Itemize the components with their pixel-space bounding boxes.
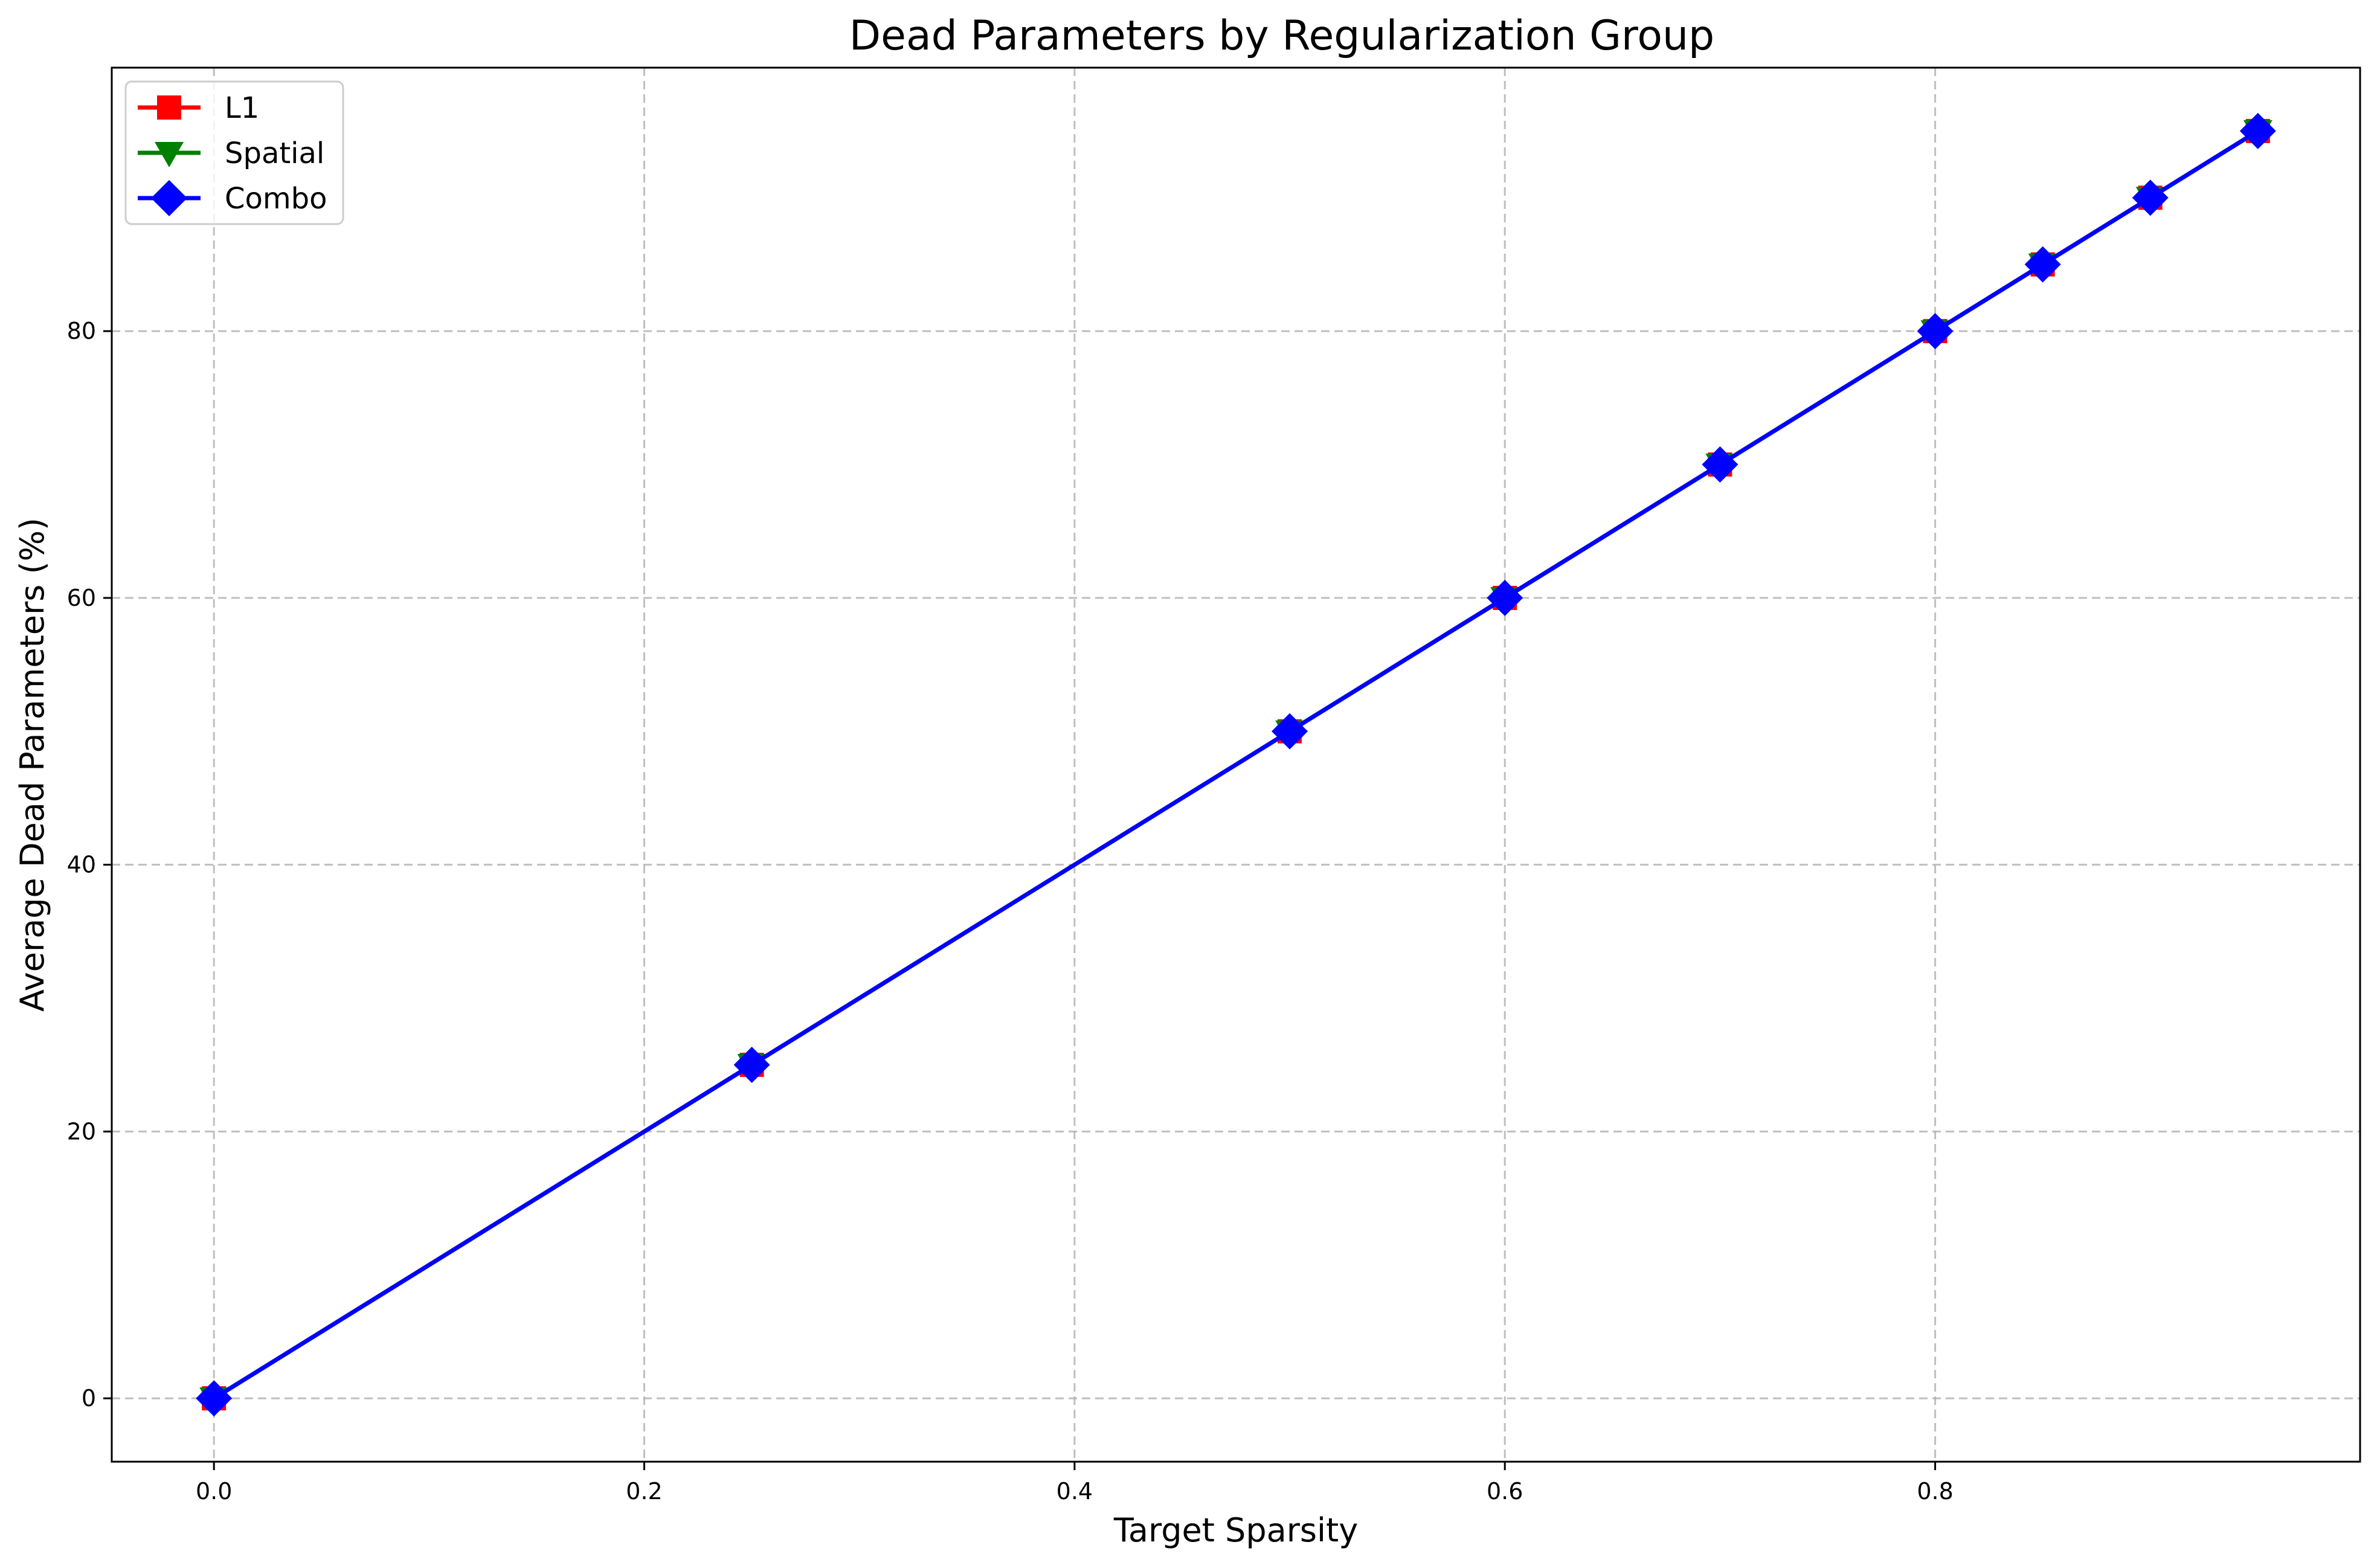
legend-item-spatial: Spatial: [138, 137, 324, 170]
legend-label-combo: Combo: [225, 182, 327, 216]
y-tick-label: 60: [67, 585, 96, 611]
y-tick-label: 20: [67, 1118, 96, 1145]
grid: [112, 68, 2360, 1462]
data-point-combo: [2132, 179, 2169, 216]
legend: L1 Spatial Combo: [124, 80, 344, 225]
y-tick-label: 0: [82, 1385, 96, 1412]
chart-title: Dead Parameters by Regularization Group: [849, 12, 1714, 60]
legend-item-combo: Combo: [138, 180, 327, 216]
legend-entries: L1 Spatial Combo: [138, 91, 327, 216]
data-point-combo: [2239, 112, 2276, 149]
data-point-combo: [1702, 446, 1739, 483]
x-tick-label: 0.6: [1487, 1478, 1523, 1505]
series-combo: [196, 112, 2276, 1417]
data-point-combo: [196, 1380, 233, 1417]
plot-area-frame: [111, 66, 2361, 1463]
series-group: [196, 112, 2276, 1417]
data-point-combo: [733, 1046, 770, 1083]
x-tick-label: 0.2: [626, 1478, 662, 1505]
legend-item-l1: L1: [138, 91, 259, 125]
data-point-combo: [2024, 246, 2061, 283]
legend-marker-l1: [157, 95, 181, 120]
axis-ticks: 0.0 0.2 0.4 0.6 0.8 0 20 40 60 80: [67, 318, 1954, 1505]
legend-marker-combo: [151, 180, 187, 216]
x-tick-label: 0.4: [1057, 1478, 1093, 1505]
legend-marker-spatial: [155, 142, 184, 167]
y-tick-label: 80: [67, 318, 96, 344]
x-tick-label: 0.8: [1917, 1478, 1953, 1505]
y-tick-label: 40: [67, 852, 96, 878]
legend-label-l1: L1: [225, 91, 259, 125]
y-axis-label: Average Dead Parameters (%): [13, 518, 51, 1012]
data-point-combo: [1917, 313, 1954, 350]
data-point-combo: [1487, 579, 1523, 616]
x-tick-label: 0.0: [196, 1478, 232, 1505]
data-point-combo: [1272, 713, 1308, 750]
x-axis-label: Target Sparsity: [1113, 1511, 1358, 1549]
legend-label-spatial: Spatial: [225, 137, 324, 170]
